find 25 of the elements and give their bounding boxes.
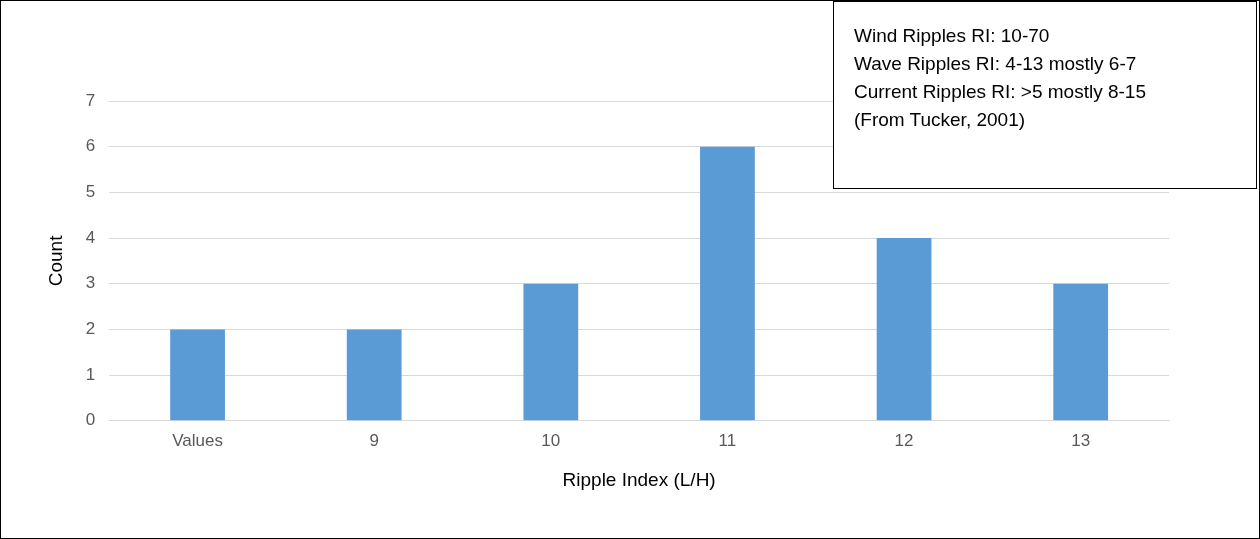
y-tick-label: 2 (85, 319, 96, 339)
y-tick-label: 4 (85, 227, 96, 247)
y-tick-label: 7 (85, 90, 96, 110)
y-axis-title: Count (44, 234, 66, 287)
x-tick-label: 10 (541, 430, 561, 450)
x-tick-label: 11 (718, 430, 737, 450)
y-tick-label: 1 (85, 364, 96, 384)
annotation: Current Ripples RI: >5 mostly 8-15 (854, 80, 1147, 104)
bar (523, 283, 579, 421)
x-tick-label: Values (172, 430, 223, 450)
bar (1053, 283, 1109, 421)
annotation: (From Tucker, 2001) (854, 108, 1027, 132)
x-tick-label: 12 (894, 430, 914, 450)
x-tick-label: 9 (369, 430, 379, 450)
y-tick-label: 6 (85, 136, 96, 156)
y-tick-label: 3 (85, 273, 96, 293)
x-axis-title: Ripple Index (L/H) (562, 468, 716, 490)
bar (346, 329, 402, 421)
text-box: Wind Ripples RI: 10-70 Wave Ripples RI: 4-13 mostly 6-7 Current Ripples RI: >5 mostly 8-15 (From Tucker, 2001) (833, 1, 1257, 189)
y-tick-label: 0 (85, 410, 96, 430)
x-tick-label: 13 (1071, 430, 1091, 450)
bar (876, 238, 932, 421)
bar (170, 329, 225, 421)
y-tick-label: 5 (85, 182, 96, 202)
bar (700, 146, 755, 421)
